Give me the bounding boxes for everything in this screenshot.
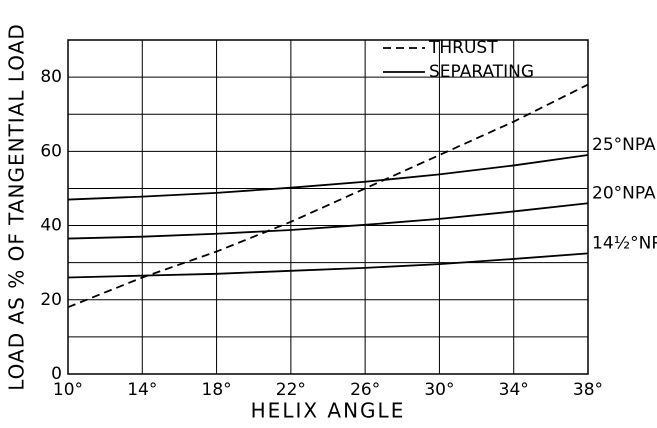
x-tick-label: 10°: [53, 380, 83, 400]
x-tick-label: 26°: [350, 380, 380, 400]
series-label: 14½°NPA: [592, 233, 657, 253]
series-line: [67, 202, 589, 240]
series-label: 20°NPA: [592, 183, 656, 203]
y-tick-label: 60: [40, 141, 62, 161]
x-axis-label: HELIX ANGLE: [251, 399, 406, 423]
y-tick-label: 20: [40, 290, 62, 310]
legend-label: SEPARATING: [429, 62, 534, 82]
series-line: [67, 252, 589, 279]
y-tick-label: 0: [51, 364, 62, 384]
x-tick-label: 14°: [127, 380, 157, 400]
series-line: [67, 83, 589, 309]
y-tick-label: 80: [40, 67, 62, 87]
y-tick-label: 40: [40, 216, 62, 236]
y-axis-label: LOAD AS % OF TANGENTIAL LOAD: [5, 23, 29, 391]
x-tick-label: 34°: [499, 380, 529, 400]
x-tick-label: 22°: [276, 380, 306, 400]
legend-label: THRUST: [428, 38, 498, 58]
x-tick-label: 38°: [573, 380, 603, 400]
series-label: 25°NPA: [592, 135, 656, 155]
x-tick-label: 30°: [424, 380, 454, 400]
x-tick-label: 18°: [202, 380, 232, 400]
series-line: [67, 154, 589, 201]
